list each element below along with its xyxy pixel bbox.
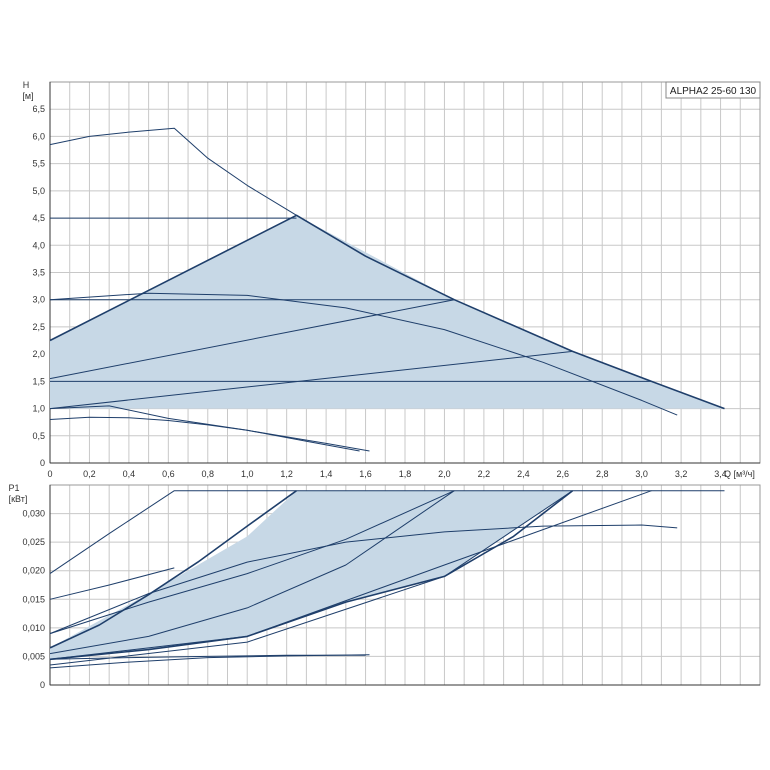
h-y-tick-label: 4,0: [32, 240, 45, 250]
h-curve-10: [49, 405, 360, 452]
p-y-tick-label: 0,030: [22, 509, 45, 519]
p-y-axis-label: P1: [8, 483, 19, 493]
h-x-tick-label: 2,2: [478, 469, 491, 479]
h-y-tick-label: 4,5: [32, 213, 45, 223]
p-y-tick-label: 0,020: [22, 566, 45, 576]
model-title-box: [665, 81, 761, 99]
p-y-tick-label: 0,005: [22, 651, 45, 661]
power-flow-chart: 0 0,005 0,010 0,015 0,020 0,025 0,030 P1[кВт]: [8, 483, 761, 690]
h-y-tick-label: 3,0: [32, 295, 45, 305]
h-x-tick-label: 0,6: [162, 469, 175, 479]
h-x-tick-label: 3,4: [714, 469, 727, 479]
h-y-tick-label: 0: [40, 458, 45, 468]
h-y-tick-label: 1,5: [32, 376, 45, 386]
h-x-tick-label: 1,8: [399, 469, 412, 479]
p-curve-9: [49, 524, 678, 635]
h-x-tick-label: 0,4: [123, 469, 136, 479]
h-y-tick-label: 1,0: [32, 404, 45, 414]
h-y-axis-label: H: [23, 80, 30, 90]
h-x-tick-label: 0,2: [83, 469, 96, 479]
p-curve-7: [49, 490, 573, 666]
h-y-tick-label: 6,5: [32, 104, 45, 114]
head-flow-chart: 0 0,5 1,0 1,5 2,0 2,5 3,0 3,5 4,0 4,5 5,0 5,5 6,0 6,5…: [22, 80, 761, 479]
p-curve-8: [49, 490, 652, 660]
h-x-tick-label: 2,6: [557, 469, 570, 479]
h-x-tick-label: 2,0: [438, 469, 451, 479]
h-y-tick-label: 5,5: [32, 159, 45, 169]
h-y-tick-label: 5,0: [32, 186, 45, 196]
h-x-tick-label: 1,6: [359, 469, 372, 479]
h-curve-9: [49, 416, 370, 452]
h-x-tick-label: 3,2: [675, 469, 688, 479]
h-x-tick-label: 1,2: [280, 469, 293, 479]
h-x-tick-label: 3,0: [635, 469, 648, 479]
h-curve-6: [49, 299, 455, 380]
p-operating-area: [50, 490, 573, 660]
p-y-axis-unit: [кВт]: [9, 494, 28, 504]
h-x-tick-label: 0: [47, 469, 52, 479]
h-operating-area: [50, 215, 725, 409]
p-y-tick-label: 0,025: [22, 537, 45, 547]
p-curve-4: [49, 490, 455, 635]
h-x-tick-label: 1,0: [241, 469, 254, 479]
h-curve-8: [49, 292, 678, 416]
p-y-tick-label: 0,015: [22, 594, 45, 604]
p-curve-2: [49, 567, 175, 600]
p-curve-6: [49, 490, 574, 661]
h-x-axis-label: Q [м³/ч]: [724, 469, 755, 479]
h-y-tick-label: 2,5: [32, 322, 45, 332]
p-y-tick-label: 0,010: [22, 623, 45, 633]
p-curve-3: [49, 490, 297, 649]
h-curve-7: [49, 350, 573, 410]
h-curve-2: [49, 127, 297, 216]
h-x-tick-label: 2,4: [517, 469, 530, 479]
h-y-tick-label: 6,0: [32, 131, 45, 141]
h-y-tick-label: 0,5: [32, 431, 45, 441]
h-y-tick-label: 2,0: [32, 349, 45, 359]
h-x-tick-label: 2,8: [596, 469, 609, 479]
p-y-tick-label: 0: [40, 680, 45, 690]
p-curve-1: [49, 490, 725, 575]
h-x-tick-label: 1,4: [320, 469, 333, 479]
model-title: ALPHA2 25-60 130: [670, 86, 757, 97]
h-y-tick-label: 3,5: [32, 268, 45, 278]
h-x-tick-label: 0,8: [202, 469, 215, 479]
h-y-axis-unit: [м]: [22, 91, 33, 101]
p-curve-5: [49, 490, 455, 655]
p-curve-11: [49, 654, 370, 669]
